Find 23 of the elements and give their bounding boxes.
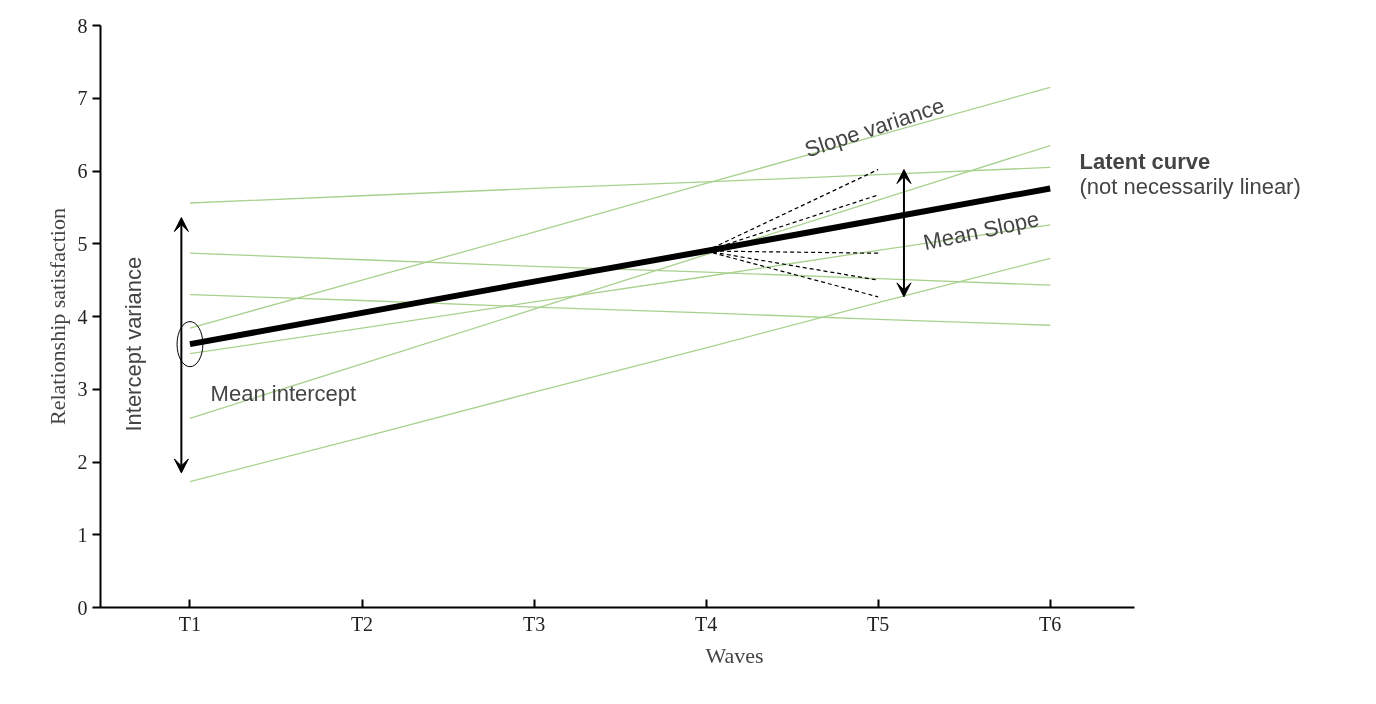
y-tick-label: 2 [77,451,88,473]
y-tick-label: 0 [77,596,88,619]
x-tick-label: T1 [178,612,202,635]
annotation: Mean Slope [921,206,1042,256]
x-tick-label: T2 [350,612,374,635]
annotation: Latent curve [1079,148,1211,174]
y-tick-label: 4 [77,305,88,328]
x-tick-label: T3 [522,612,546,635]
x-tick-label: T5 [867,612,890,635]
y-tick-label: 3 [77,378,88,401]
annotation: (not necessarily linear) [1079,173,1301,199]
y-tick-label: 6 [77,160,88,182]
annotation: Intercept variance [120,256,146,432]
annotation: Slope variance [801,92,948,163]
y-tick-label: 5 [77,232,88,255]
y-tick-label: 7 [77,87,88,110]
y-tick-label: 8 [77,14,88,37]
y-axis-title: Relationship satisfaction [44,208,70,425]
x-tick-label: T6 [1039,612,1062,635]
annotation: Mean intercept [210,380,357,406]
x-axis-title: Waves [705,642,764,668]
x-tick-label: T4 [695,612,718,635]
y-tick-label: 1 [77,523,88,546]
